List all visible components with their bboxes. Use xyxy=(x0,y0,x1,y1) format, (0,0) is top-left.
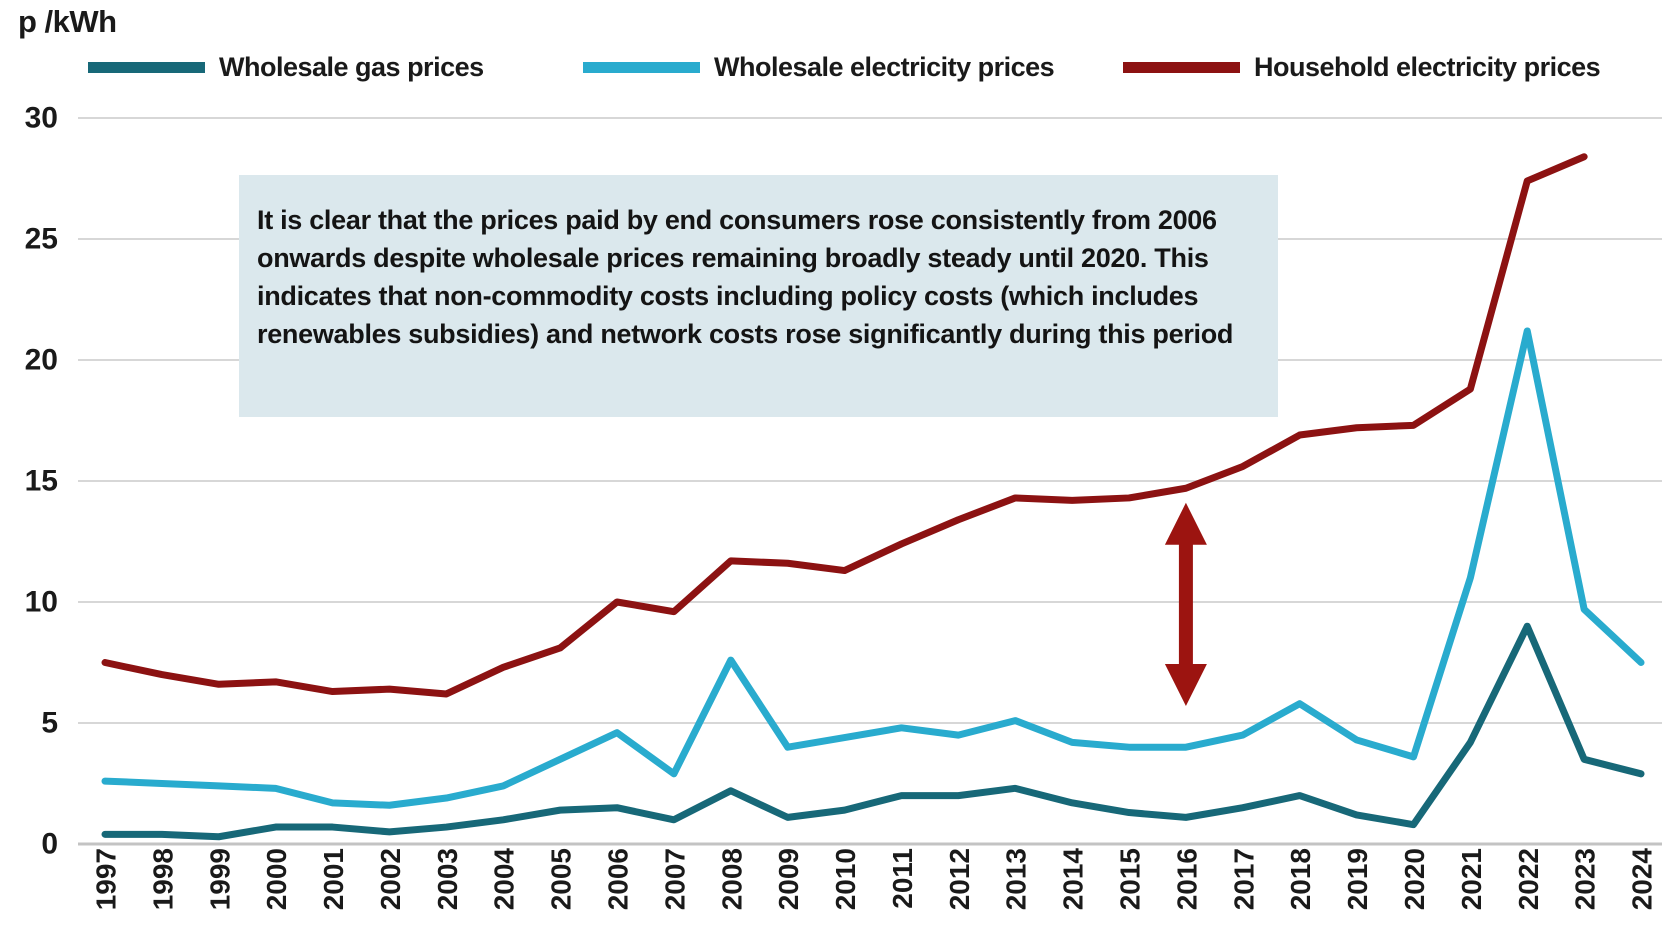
x-tick-label-2022: 2022 xyxy=(1513,848,1544,910)
x-tick-label-2010: 2010 xyxy=(830,848,861,910)
x-tick-label-2015: 2015 xyxy=(1115,848,1146,910)
x-tick-label-2019: 2019 xyxy=(1342,848,1373,910)
series-line-wholesale-gas-prices xyxy=(101,622,1645,841)
x-tick-label-2014: 2014 xyxy=(1058,848,1089,911)
x-tick-label-2011: 2011 xyxy=(887,848,918,909)
price-gap-arrow xyxy=(1164,502,1207,707)
x-tick-label-2004: 2004 xyxy=(489,848,520,911)
y-tick-label-10: 10 xyxy=(25,586,58,619)
x-tick-label-2024: 2024 xyxy=(1627,848,1658,911)
series-line-wholesale-electricity-prices xyxy=(101,327,1645,809)
y-tick-label-20: 20 xyxy=(25,344,58,377)
x-tick-label-2016: 2016 xyxy=(1171,848,1202,910)
x-tick-label-2013: 2013 xyxy=(1001,848,1032,910)
legend-swatch-wholesale-gas xyxy=(88,61,205,73)
legend-item-household-electricity: Household electricity prices xyxy=(1123,50,1601,84)
x-tick-label-2020: 2020 xyxy=(1399,848,1430,910)
x-tick-label-2017: 2017 xyxy=(1228,848,1259,910)
y-axis-unit-label: p /kWh xyxy=(18,4,117,39)
x-tick-label-2012: 2012 xyxy=(944,848,975,910)
legend-swatch-household-electricity xyxy=(1123,61,1240,73)
annotation-box: It is clear that the prices paid by end … xyxy=(239,175,1278,417)
x-tick-label-2007: 2007 xyxy=(659,848,690,910)
legend-swatch-wholesale-electricity xyxy=(583,61,700,73)
legend-label-wholesale-electricity: Wholesale electricity prices xyxy=(714,51,1055,82)
x-tick-label-2003: 2003 xyxy=(432,848,463,910)
y-tick-label-25: 25 xyxy=(25,223,58,256)
x-tick-label-2001: 2001 xyxy=(318,848,349,910)
x-tick-label-2009: 2009 xyxy=(773,848,804,910)
y-tick-label-5: 5 xyxy=(41,707,58,740)
x-tick-label-2006: 2006 xyxy=(603,848,634,910)
annotation-text: It is clear that the prices paid by end … xyxy=(257,205,1234,349)
legend-item-wholesale-electricity: Wholesale electricity prices xyxy=(583,50,1055,84)
x-tick-label-2005: 2005 xyxy=(546,848,577,910)
legend: Wholesale gas prices Wholesale electrici… xyxy=(0,50,1678,84)
legend-item-wholesale-gas: Wholesale gas prices xyxy=(88,50,484,84)
x-tick-label-2018: 2018 xyxy=(1285,848,1316,910)
x-tick-label-2023: 2023 xyxy=(1570,848,1601,910)
x-tick-label-1998: 1998 xyxy=(147,848,178,910)
x-tick-label-1997: 1997 xyxy=(91,848,122,910)
legend-label-household-electricity: Household electricity prices xyxy=(1254,51,1601,82)
x-tick-label-2008: 2008 xyxy=(716,848,747,910)
x-tick-label-2002: 2002 xyxy=(375,848,406,910)
y-tick-label-15: 15 xyxy=(25,465,58,498)
series-line-household-electricity-prices xyxy=(101,153,1588,698)
x-tick-label-2021: 2021 xyxy=(1456,848,1487,910)
legend-label-wholesale-gas: Wholesale gas prices xyxy=(219,51,484,82)
y-tick-label-30: 30 xyxy=(25,102,58,135)
x-tick-label-1999: 1999 xyxy=(204,848,235,910)
y-tick-label-0: 0 xyxy=(41,828,58,861)
x-tick-label-2000: 2000 xyxy=(261,848,292,910)
